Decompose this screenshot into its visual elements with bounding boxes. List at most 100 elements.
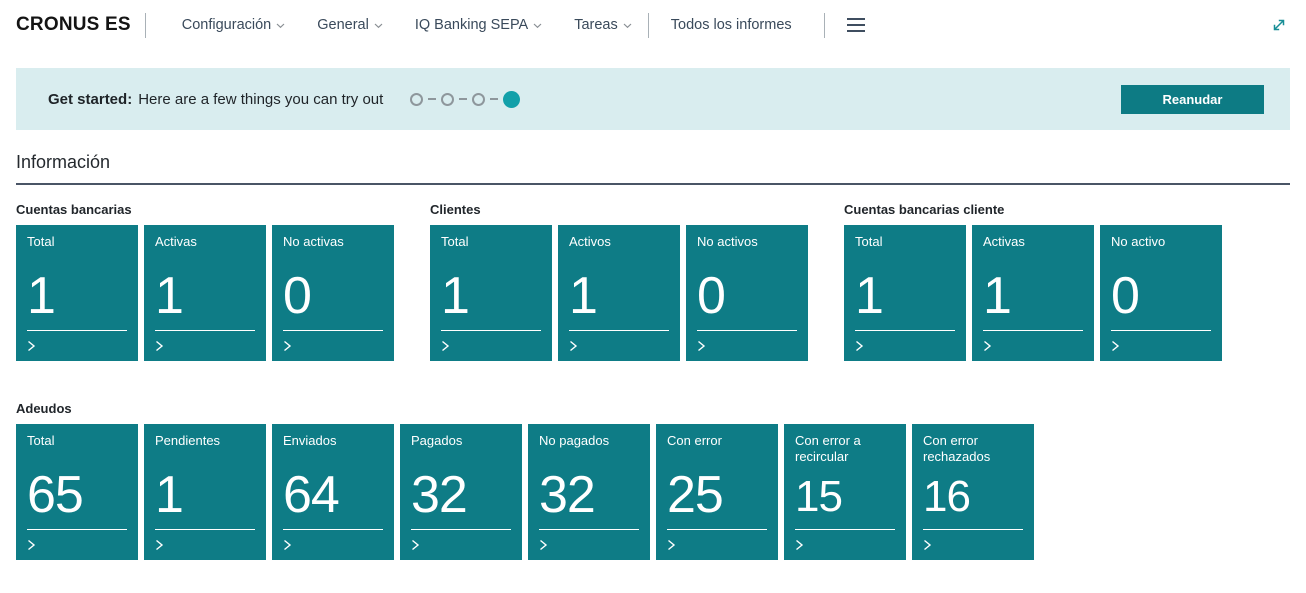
cue-tile-value: 1	[27, 272, 127, 321]
cue-tile-value: 32	[411, 471, 511, 520]
banner-subtitle: Here are a few things you can try out	[138, 91, 383, 108]
cue-tile-divider	[441, 330, 541, 331]
progress-step-4-current	[503, 91, 520, 108]
chevron-right-icon	[855, 340, 864, 352]
chevron-right-icon	[697, 340, 706, 352]
cue-tile-chevron	[27, 339, 127, 351]
cue-tile-divider	[539, 529, 639, 530]
chevron-down-icon	[533, 23, 542, 29]
cue-tile-chevron	[155, 339, 255, 351]
cue-tile-adeudos-enviados[interactable]: Enviados64	[272, 424, 394, 560]
cue-tile-value: 1	[569, 272, 669, 321]
cue-tile-adeudos-con-error[interactable]: Con error 25	[656, 424, 778, 560]
cue-tile-cuentas-bancarias-cliente-total[interactable]: Total1	[844, 225, 966, 361]
cue-group-title: Cuentas bancarias	[16, 202, 394, 217]
cue-tile-value: 15	[795, 476, 895, 518]
nav-item-iq-banking-sepa[interactable]: IQ Banking SEPA	[415, 17, 542, 33]
cue-tile-label: Total	[441, 234, 541, 250]
cue-tile-adeudos-con-error-a-recircular[interactable]: Con error a recircular 15	[784, 424, 906, 560]
cue-tile-label: Con error	[667, 433, 767, 449]
progress-step-3	[472, 93, 485, 106]
cue-tile-cuentas-bancarias-activas[interactable]: Activas 1	[144, 225, 266, 361]
chevron-right-icon	[283, 340, 292, 352]
cue-tile-row: Total1Activos1No activos0	[430, 225, 808, 361]
chevron-right-icon	[155, 340, 164, 352]
cue-group-clientes: ClientesTotal1Activos1No activos0	[430, 202, 808, 361]
cue-tile-chevron	[441, 339, 541, 351]
nav-divider	[824, 13, 825, 38]
cue-tile-adeudos-no-pagados[interactable]: No pagados32	[528, 424, 650, 560]
cue-group-cuentas-bancarias-cliente: Cuentas bancarias clienteTotal1Activas1N…	[844, 202, 1222, 361]
nav-menu-secondary: Todos los informes	[649, 17, 808, 33]
nav-divider	[145, 13, 146, 38]
cue-tile-divider	[923, 529, 1023, 530]
section-title: Información	[16, 152, 1290, 185]
cue-row-top: Cuentas bancariasTotal1Activas1No activa…	[16, 202, 1290, 361]
cue-tile-cuentas-bancarias-cliente-no-activo[interactable]: No activo 0	[1100, 225, 1222, 361]
cue-tile-label: Activas	[155, 234, 255, 250]
cue-tile-divider	[697, 330, 797, 331]
cue-tile-label: Con error a recircular	[795, 433, 895, 465]
cue-tile-chevron	[155, 538, 255, 550]
cue-tile-value: 0	[1111, 272, 1211, 321]
menu-icon[interactable]	[847, 18, 865, 32]
chevron-down-icon	[276, 23, 285, 29]
cue-tile-divider	[283, 330, 383, 331]
cue-tile-cuentas-bancarias-no-activas[interactable]: No activas0	[272, 225, 394, 361]
cue-tile-chevron	[283, 339, 383, 351]
cue-tile-value: 1	[155, 272, 255, 321]
nav-item-label: General	[317, 17, 369, 33]
cue-tile-divider	[983, 330, 1083, 331]
cue-tile-clientes-total[interactable]: Total1	[430, 225, 552, 361]
company-brand[interactable]: CRONUS ES	[16, 14, 131, 36]
cue-tile-label: No activos	[697, 234, 797, 250]
cue-area: Cuentas bancariasTotal1Activas1No activa…	[16, 202, 1290, 560]
nav-item-configuracion[interactable]: Configuración	[182, 17, 285, 33]
cue-tile-chevron	[283, 538, 383, 550]
cue-tile-row: Total1 Activas 1 No activas0	[16, 225, 394, 361]
cue-tile-divider	[155, 330, 255, 331]
cue-tile-chevron	[667, 538, 767, 550]
cue-tile-value: 25	[667, 471, 767, 520]
cue-tile-label: No activo	[1111, 234, 1211, 250]
cue-tile-row: Total65Pendientes1Enviados64Pagados32No …	[16, 424, 1034, 560]
cue-tile-chevron	[923, 538, 1023, 550]
chevron-right-icon	[983, 340, 992, 352]
cue-tile-adeudos-con-error-rechazados[interactable]: Con error rechazados16	[912, 424, 1034, 560]
chevron-right-icon	[795, 539, 804, 551]
cue-tile-divider	[855, 330, 955, 331]
chevron-down-icon	[623, 23, 632, 29]
nav-item-label: Tareas	[574, 17, 618, 33]
resume-button[interactable]: Reanudar	[1121, 85, 1264, 114]
cue-tile-adeudos-pendientes[interactable]: Pendientes1	[144, 424, 266, 560]
cue-tile-label: Total	[855, 234, 955, 250]
cue-tile-chevron	[569, 339, 669, 351]
banner-title: Get started:	[48, 91, 132, 108]
nav-item-tareas[interactable]: Tareas	[574, 17, 632, 33]
expand-diagonal-icon[interactable]	[1270, 16, 1288, 34]
cue-tile-divider	[795, 529, 895, 530]
cue-tile-value: 0	[283, 272, 383, 321]
nav-item-general[interactable]: General	[317, 17, 383, 33]
cue-tile-value: 32	[539, 471, 639, 520]
cue-tile-chevron	[697, 339, 797, 351]
progress-connector	[428, 98, 436, 100]
cue-tile-clientes-activos[interactable]: Activos1	[558, 225, 680, 361]
chevron-right-icon	[283, 539, 292, 551]
chevron-down-icon	[374, 23, 383, 29]
cue-tile-adeudos-pagados[interactable]: Pagados32	[400, 424, 522, 560]
progress-connector	[490, 98, 498, 100]
cue-tile-clientes-no-activos[interactable]: No activos0	[686, 225, 808, 361]
cue-group-title: Adeudos	[16, 401, 1034, 416]
cue-tile-value: 64	[283, 471, 383, 520]
cue-tile-adeudos-total[interactable]: Total65	[16, 424, 138, 560]
cue-tile-chevron	[795, 538, 895, 550]
cue-tile-cuentas-bancarias-total[interactable]: Total1	[16, 225, 138, 361]
cue-group-cuentas-bancarias: Cuentas bancarias Total1 Activas 1 No activa…	[16, 202, 394, 361]
cue-tile-row: Total1Activas1 No activo 0	[844, 225, 1222, 361]
chevron-right-icon	[27, 340, 36, 352]
nav-item-todos-los-informes[interactable]: Todos los informes	[671, 17, 792, 33]
cue-tile-cuentas-bancarias-cliente-activas[interactable]: Activas1	[972, 225, 1094, 361]
cue-tile-divider	[27, 330, 127, 331]
chevron-right-icon	[667, 539, 676, 551]
